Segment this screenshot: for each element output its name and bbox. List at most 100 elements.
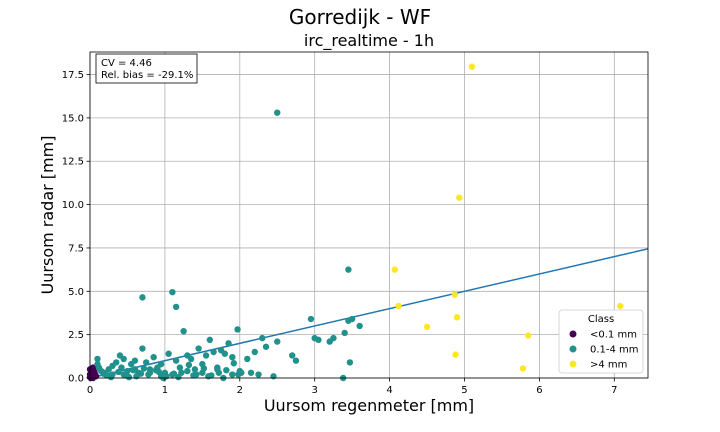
x-tick-label: 2 [237,385,243,396]
data-point-0-1-to-4 [195,345,202,352]
data-point-0-1-to-4 [270,373,277,380]
data-point-0-1-to-4 [190,372,197,379]
plot-background [90,52,648,378]
data-point-gt-4 [519,365,527,372]
x-tick-label: 0 [87,385,93,396]
data-point-0-1-to-4 [155,368,163,376]
data-point-0-1-to-4 [139,294,146,301]
data-point-0-1-to-4 [118,364,125,371]
x-axis-ticks: 0 1 2 3 4 5 6 7 [87,378,617,396]
data-point-gt-4 [452,351,459,358]
data-point-gt-4 [451,291,458,298]
data-point-0-1-to-4 [229,353,236,361]
data-point-0-1-to-4 [176,364,184,371]
legend-marker [569,345,577,353]
legend-label: >4 mm [590,360,627,371]
legend-entries: <0.1 mm 0.1-4 mm >4 mm [569,330,639,371]
data-point-0-1-to-4 [133,373,140,380]
data-point-0-1-to-4 [165,350,172,357]
data-point-0-1-to-4 [230,360,238,367]
data-point-0-1-to-4 [356,322,363,330]
data-point-0-1-to-4 [341,329,348,337]
data-point-0-1-to-4 [330,334,337,342]
plot-frame [89,51,649,379]
data-point-0-1-to-4 [145,371,152,378]
data-point-0-1-to-4 [206,336,214,344]
data-point-0-1-to-4 [289,352,296,359]
chart-title: Gorredijk - WF [289,5,431,29]
data-point-0-1-to-4 [223,366,230,374]
data-point-gt-4 [524,332,532,339]
data-point-gt-4 [423,323,431,331]
x-tick-label: 1 [162,385,168,396]
data-point-0-1-to-4 [255,371,262,378]
x-tick-label: 6 [536,385,542,396]
data-point-0-1-to-4 [131,357,139,364]
data-point-0-1-to-4 [172,357,180,364]
legend-marker [569,330,577,338]
legend-title: Class [588,314,614,325]
y-axis-label: Uursom radar [mm] [38,136,57,295]
data-point-0-1-to-4 [315,336,322,344]
data-point-0-1-to-4 [307,315,315,323]
data-point-0-1-to-4 [100,370,107,377]
y-axis-ticks: 0.0 2.5 5.0 7.5 10.0 12.5 15.0 17.5 [62,70,90,385]
fit-line [89,248,649,379]
x-tick-label: 5 [461,385,467,396]
data-point-0-1-to-4 [109,362,116,370]
data-point-0-1-to-4 [142,359,150,366]
data-point-0-1-to-4 [247,369,255,376]
data-point-0-1-to-4 [157,360,165,368]
y-tick-label: 15.0 [62,113,84,124]
data-point-0-1-to-4 [191,366,199,373]
x-tick-label: 7 [611,385,617,396]
data-point-0-1-to-4 [274,338,281,345]
fit-line-group [89,248,649,379]
y-tick-label: 5.0 [68,287,84,298]
data-point-0-1-to-4 [221,350,229,357]
data-point-0-1-to-4 [229,371,236,378]
data-point-0-1-to-4 [259,334,266,342]
data-point-gt-4 [617,302,624,310]
data-point-0-1-to-4 [130,366,137,374]
data-point-0-1-to-4 [170,370,178,377]
y-tick-label: 12.5 [62,157,84,168]
data-point-0-1-to-4 [215,369,223,376]
data-point-0-1-to-4 [175,373,182,381]
y-tick-label: 0.0 [68,374,84,385]
legend-marker [569,360,577,368]
data-point-0-1-to-4 [234,326,241,333]
data-point-0-1-to-4 [345,266,352,273]
data-point-0-1-to-4 [202,352,210,359]
y-tick-label: 7.5 [68,243,84,254]
x-tick-label: 4 [386,385,392,396]
data-point-gt-4 [453,314,461,321]
data-point-0-1-to-4 [292,357,300,364]
data-point-gt-4 [391,266,399,273]
data-point-0-1-to-4 [95,364,103,371]
legend: Class <0.1 mm 0.1-4 mm >4 mm [558,309,644,374]
legend-label: 0.1-4 mm [590,345,639,356]
data-point-gt-4 [395,302,402,310]
y-tick-label: 10.0 [62,200,84,211]
data-point-0-1-to-4 [251,348,258,356]
data-point-0-1-to-4 [225,340,232,347]
data-point-0-1-to-4 [140,365,148,372]
stats-annotation-frame [95,53,198,84]
data-point-0-1-to-4 [348,315,356,323]
data-point-0-1-to-4 [244,355,251,363]
data-point-0-1-to-4 [210,348,217,356]
data-point-0-1-to-4 [107,373,115,381]
data-point-0-1-to-4 [187,355,195,363]
data-point-0-1-to-4 [200,365,208,372]
y-tick-label: 2.5 [68,330,84,341]
data-point-0-1-to-4 [185,361,193,369]
data-point-gt-4 [468,63,476,70]
chart-subtitle: irc_realtime - 1h [304,31,434,51]
data-point-0-1-to-4 [235,371,242,378]
data-point-0-1-to-4 [346,359,354,366]
data-point-gt-4 [456,194,463,201]
data-point-0-1-to-4 [94,355,101,363]
data-point-0-1-to-4 [205,373,212,380]
